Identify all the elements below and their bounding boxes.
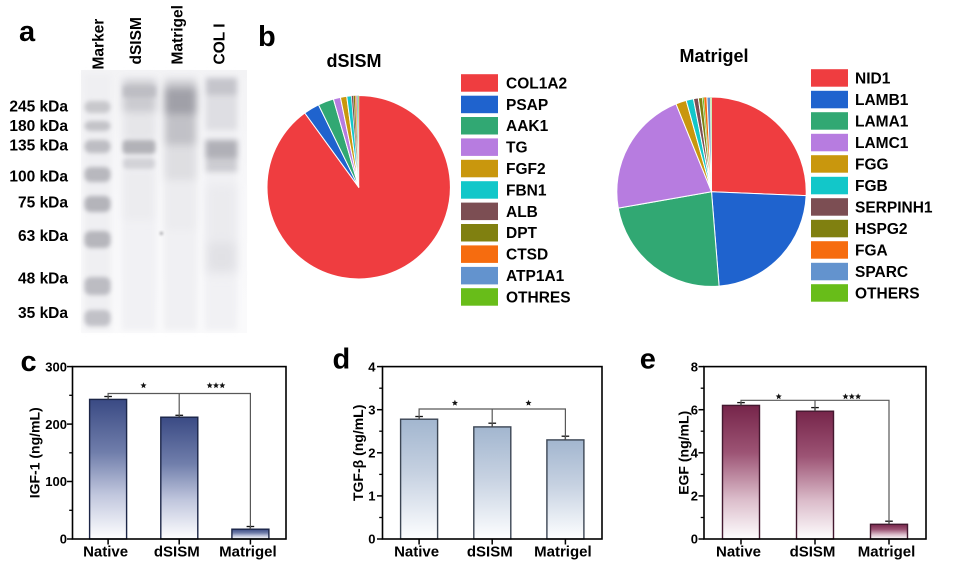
svg-text:2: 2 [691, 489, 698, 504]
svg-text:IGF-1 (ng/mL): IGF-1 (ng/mL) [27, 407, 43, 498]
svg-text:DPT: DPT [506, 225, 538, 242]
svg-text:SPARC: SPARC [855, 264, 908, 281]
svg-text:dSISM: dSISM [154, 544, 200, 561]
svg-text:OTHRES: OTHRES [506, 289, 571, 306]
svg-text:0: 0 [691, 532, 698, 547]
svg-text:200: 200 [45, 417, 67, 432]
svg-text:75 kDa: 75 kDa [18, 195, 68, 212]
svg-text:245 kDa: 245 kDa [9, 99, 68, 116]
svg-text:AAK1: AAK1 [506, 118, 549, 135]
svg-text:63 kDa: 63 kDa [18, 228, 68, 245]
svg-text:35 kDa: 35 kDa [18, 305, 68, 322]
svg-text:135 kDa: 135 kDa [9, 138, 68, 155]
svg-text:e: e [640, 344, 656, 376]
svg-text:4: 4 [691, 446, 699, 461]
svg-text:Native: Native [83, 544, 128, 561]
svg-text:ATP1A1: ATP1A1 [506, 268, 565, 285]
svg-text:Matrigel: Matrigel [170, 5, 187, 64]
svg-text:NID1: NID1 [855, 70, 891, 87]
svg-text:TG: TG [506, 140, 528, 157]
svg-text:2: 2 [368, 446, 375, 461]
svg-text:Matrigel: Matrigel [679, 46, 748, 66]
svg-text:Native: Native [394, 544, 439, 561]
svg-text:Matrigel: Matrigel [858, 544, 916, 561]
svg-text:SERPINH1: SERPINH1 [855, 199, 933, 216]
svg-text:b: b [258, 21, 276, 53]
svg-text:48 kDa: 48 kDa [18, 271, 68, 288]
svg-text:OTHERS: OTHERS [855, 285, 920, 302]
svg-text:100: 100 [45, 474, 67, 489]
svg-text:Native: Native [716, 544, 761, 561]
svg-text:FGA: FGA [855, 242, 888, 259]
svg-text:LAMA1: LAMA1 [855, 113, 909, 130]
svg-text:180 kDa: 180 kDa [9, 118, 68, 135]
svg-text:c: c [21, 346, 37, 378]
svg-text:LAMC1: LAMC1 [855, 135, 909, 152]
svg-text:FGG: FGG [855, 156, 889, 173]
svg-text:PSAP: PSAP [506, 97, 548, 114]
svg-text:dSISM: dSISM [326, 51, 381, 71]
svg-text:dSISM: dSISM [467, 544, 513, 561]
svg-text:d: d [333, 344, 351, 376]
svg-text:100 kDa: 100 kDa [9, 169, 68, 186]
svg-text:TGF-β (ng/mL): TGF-β (ng/mL) [350, 405, 366, 501]
svg-text:a: a [19, 16, 36, 48]
svg-text:0: 0 [368, 532, 375, 547]
svg-text:EGF (ng/mL): EGF (ng/mL) [675, 411, 691, 495]
svg-text:dSISM: dSISM [128, 17, 145, 64]
svg-text:HSPG2: HSPG2 [855, 221, 908, 238]
svg-text:Matrigel: Matrigel [534, 544, 592, 561]
svg-text:dSISM: dSISM [790, 544, 836, 561]
svg-text:4: 4 [368, 359, 376, 374]
svg-text:COL1A2: COL1A2 [506, 75, 567, 92]
svg-text:ALB: ALB [506, 204, 538, 221]
svg-text:300: 300 [45, 359, 67, 374]
svg-text:3: 3 [368, 402, 375, 417]
svg-text:8: 8 [691, 359, 698, 374]
svg-text:CTSD: CTSD [506, 247, 548, 264]
svg-text:1: 1 [368, 489, 375, 504]
svg-text:COL I: COL I [212, 23, 229, 64]
svg-text:FBN1: FBN1 [506, 182, 547, 199]
svg-text:Matrigel: Matrigel [219, 544, 277, 561]
svg-text:FGB: FGB [855, 178, 888, 195]
svg-text:6: 6 [691, 402, 698, 417]
svg-text:LAMB1: LAMB1 [855, 92, 909, 109]
svg-text:Marker: Marker [91, 19, 108, 70]
svg-text:0: 0 [60, 532, 67, 547]
svg-text:FGF2: FGF2 [506, 161, 546, 178]
